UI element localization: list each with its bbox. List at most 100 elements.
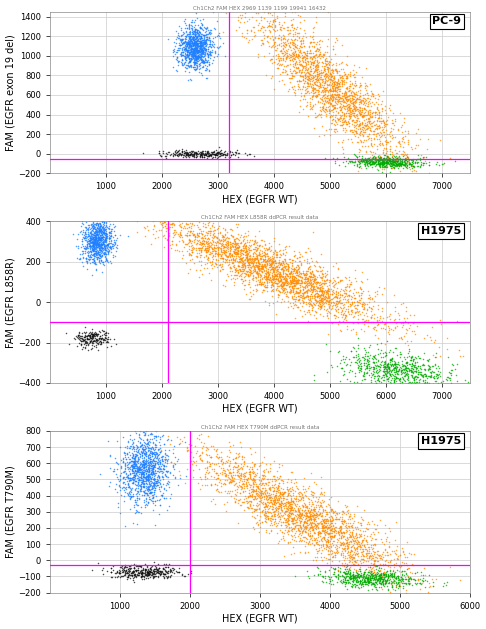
Point (381, 153, 388, 164)
Point (367, 133, 375, 143)
Point (301, 291, 309, 301)
Point (275, 511, 282, 521)
Point (296, 16, 304, 26)
Point (145, 461, 153, 471)
Point (313, 297, 321, 307)
Point (412, 579, 420, 589)
Point (93, 223, 101, 233)
Point (277, 24, 284, 34)
Point (197, 238, 205, 248)
Point (141, 476, 149, 486)
Point (74, 241, 82, 251)
Point (191, 25, 198, 35)
Point (318, 287, 326, 298)
Point (392, 580, 400, 590)
Point (249, 258, 257, 268)
Point (263, 31, 271, 42)
Point (331, 77, 339, 87)
Point (192, 39, 200, 49)
Point (312, 306, 320, 316)
Point (327, 91, 335, 101)
Point (325, 299, 333, 309)
Point (323, 96, 331, 106)
Point (336, 567, 344, 577)
Point (295, 84, 302, 94)
Point (186, 451, 194, 461)
Point (381, 118, 388, 128)
Point (102, 337, 110, 347)
Point (394, 571, 402, 581)
Point (380, 158, 388, 168)
Point (90, 220, 98, 230)
Point (293, 262, 300, 272)
Point (311, 284, 319, 294)
Point (364, 156, 372, 166)
Point (185, 53, 193, 64)
Point (291, 66, 299, 76)
Point (279, 55, 287, 65)
Point (390, 291, 398, 301)
Point (274, 276, 282, 286)
Point (292, 29, 299, 39)
Point (150, 460, 157, 470)
Point (174, 33, 182, 43)
Point (317, 552, 325, 562)
Point (380, 162, 387, 172)
Point (274, 466, 281, 476)
Point (344, 576, 352, 586)
Point (95, 225, 103, 235)
Point (288, 48, 295, 58)
Point (191, 35, 198, 45)
Point (285, 500, 293, 510)
Point (94, 235, 102, 245)
Point (184, 151, 192, 161)
Point (192, 58, 200, 68)
Point (229, 462, 237, 472)
Point (330, 564, 338, 574)
Point (374, 545, 382, 555)
Point (152, 448, 160, 459)
Point (242, 280, 249, 290)
Point (180, 242, 188, 252)
Point (139, 564, 147, 574)
Point (183, 40, 191, 50)
Point (258, 506, 265, 516)
Point (161, 565, 169, 576)
Point (240, 456, 247, 466)
Point (351, 112, 359, 122)
Point (289, 504, 296, 515)
Point (368, 108, 376, 118)
Point (260, 452, 267, 462)
Point (238, 484, 245, 494)
Point (97, 232, 105, 242)
Point (238, 260, 246, 270)
Point (289, 497, 297, 507)
Point (187, 47, 194, 57)
Point (302, 88, 310, 98)
Point (80, 220, 87, 230)
Point (137, 472, 145, 482)
Point (424, 378, 432, 388)
Point (199, 442, 207, 452)
Point (290, 60, 297, 70)
Point (346, 537, 353, 547)
Point (187, 45, 195, 55)
Point (141, 443, 149, 453)
Point (287, 505, 295, 515)
Point (150, 448, 157, 459)
Point (151, 444, 159, 454)
Point (389, 574, 397, 584)
Point (318, 61, 326, 71)
Point (357, 107, 365, 117)
Point (339, 526, 347, 537)
Point (182, 258, 190, 268)
Point (322, 305, 330, 315)
Point (449, 381, 457, 391)
Point (156, 500, 164, 510)
Point (293, 287, 301, 297)
Point (94, 226, 102, 237)
Point (158, 459, 166, 469)
Point (278, 277, 286, 287)
Point (327, 97, 334, 108)
Point (289, 40, 297, 50)
